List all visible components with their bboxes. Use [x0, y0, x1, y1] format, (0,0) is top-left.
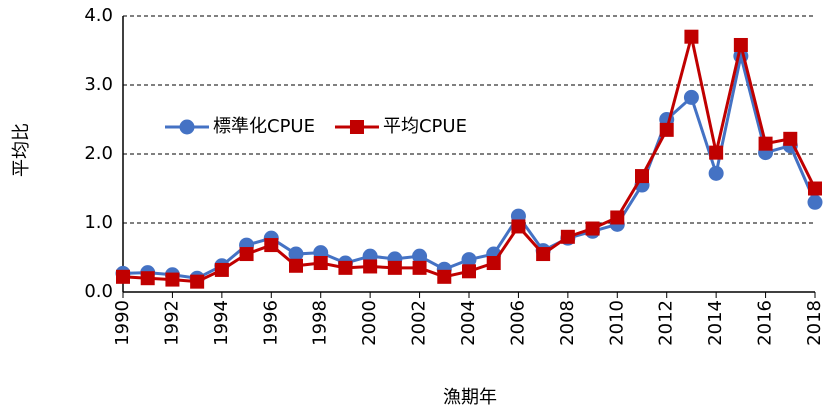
x-tick-label: 1990 [112, 300, 133, 346]
x-tick-label: 2006 [507, 300, 528, 346]
data-point [190, 274, 205, 289]
data-point [462, 264, 476, 279]
data-point [165, 272, 180, 287]
y-tick-label: 2.0 [84, 143, 113, 164]
y-tick-label: 1.0 [84, 212, 113, 233]
data-point [808, 181, 822, 196]
data-point [536, 247, 551, 262]
legend-label: 平均CPUE [383, 116, 467, 137]
x-tick-label: 2018 [804, 300, 824, 346]
data-point [610, 210, 625, 225]
data-point [461, 252, 477, 268]
legend-marker [349, 120, 364, 134]
data-point [486, 256, 501, 271]
x-tick-label: 2010 [606, 300, 627, 346]
x-tick-label: 2004 [458, 300, 479, 346]
data-point [783, 131, 798, 146]
x-tick-label: 1998 [310, 300, 331, 346]
data-point [288, 246, 304, 262]
x-tick-label: 2008 [557, 300, 578, 346]
x-tick-label: 2002 [409, 300, 430, 346]
data-point [116, 269, 130, 284]
x-tick-label: 1994 [211, 300, 232, 346]
data-point [313, 256, 328, 271]
data-point [635, 169, 649, 184]
y-tick-label: 3.0 [84, 74, 113, 95]
data-point [363, 259, 378, 274]
y-axis-label: 平均比 [11, 123, 32, 177]
data-point [412, 248, 428, 264]
data-point [511, 219, 526, 234]
x-tick-label: 1996 [260, 300, 281, 346]
legend-marker [179, 119, 195, 135]
data-point [683, 89, 699, 105]
data-point [289, 258, 303, 273]
y-tick-label: 4.0 [84, 5, 113, 26]
data-point [140, 271, 155, 286]
data-point [659, 122, 674, 137]
data-point [338, 260, 353, 275]
data-point [387, 260, 402, 275]
data-point [437, 269, 452, 284]
data-point [758, 136, 773, 151]
data-point [709, 145, 724, 160]
x-tick-label: 1992 [161, 300, 182, 346]
series-line [122, 55, 817, 280]
x-tick-label: 2016 [755, 300, 776, 346]
data-point [560, 229, 575, 244]
data-point [708, 165, 724, 181]
x-tick-label: 2000 [359, 300, 380, 346]
x-tick-label: 2014 [705, 300, 726, 346]
legend-label: 標準化CPUE [213, 116, 315, 137]
data-point [585, 221, 600, 236]
x-axis-label: 漁期年 [443, 387, 497, 408]
x-tick-label: 2012 [656, 300, 677, 346]
data-point [807, 194, 823, 210]
data-point [684, 29, 699, 44]
y-tick-label: 0.0 [84, 281, 113, 302]
data-point [239, 247, 254, 262]
data-point [214, 262, 229, 277]
data-point [733, 37, 748, 52]
data-point [264, 238, 279, 253]
data-point [412, 260, 427, 275]
